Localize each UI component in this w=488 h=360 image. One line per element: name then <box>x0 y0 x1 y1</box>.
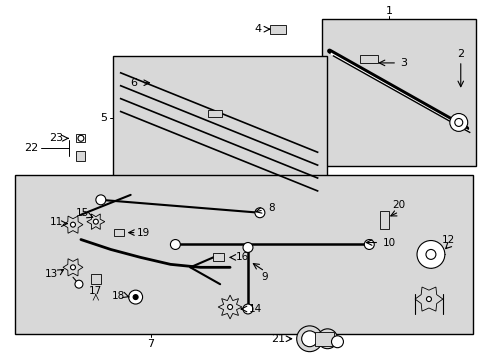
Text: 14: 14 <box>248 304 261 314</box>
Text: 4: 4 <box>254 24 261 34</box>
Bar <box>360 55 377 63</box>
Circle shape <box>426 297 430 302</box>
Text: 2: 2 <box>456 49 464 59</box>
Text: 10: 10 <box>382 238 395 248</box>
Circle shape <box>364 239 373 249</box>
Circle shape <box>254 208 264 218</box>
Bar <box>76 151 85 161</box>
Text: 9: 9 <box>261 272 267 282</box>
Bar <box>269 25 285 33</box>
Text: 20: 20 <box>392 200 405 210</box>
Circle shape <box>449 113 467 131</box>
Circle shape <box>133 294 138 300</box>
Circle shape <box>243 304 252 314</box>
Polygon shape <box>63 216 83 233</box>
Text: 21: 21 <box>270 334 285 344</box>
Bar <box>113 56 326 193</box>
Text: 1: 1 <box>385 6 392 16</box>
Circle shape <box>227 305 232 310</box>
Circle shape <box>425 249 435 260</box>
Circle shape <box>70 265 75 270</box>
Circle shape <box>243 243 252 252</box>
Polygon shape <box>218 295 242 319</box>
Text: 3: 3 <box>400 58 407 68</box>
Circle shape <box>301 331 317 347</box>
Text: 12: 12 <box>441 234 454 244</box>
Polygon shape <box>87 214 104 229</box>
Text: 17: 17 <box>89 286 102 296</box>
Bar <box>321 19 475 166</box>
Text: 5: 5 <box>100 113 107 123</box>
Bar <box>91 274 101 284</box>
Circle shape <box>75 280 83 288</box>
Bar <box>15 175 472 334</box>
Circle shape <box>331 336 343 348</box>
Circle shape <box>170 239 180 249</box>
Text: 8: 8 <box>268 203 275 213</box>
Circle shape <box>128 290 142 304</box>
Circle shape <box>70 222 75 227</box>
Circle shape <box>317 329 337 349</box>
Bar <box>379 211 388 229</box>
Circle shape <box>78 135 84 141</box>
Text: 19: 19 <box>137 228 150 238</box>
Text: 18: 18 <box>112 291 125 301</box>
Text: 7: 7 <box>147 339 154 349</box>
Circle shape <box>93 219 98 224</box>
Circle shape <box>296 326 322 352</box>
Bar <box>76 134 85 142</box>
Polygon shape <box>63 259 83 276</box>
Text: 6: 6 <box>130 78 137 88</box>
Bar <box>208 110 222 117</box>
Bar <box>212 253 223 261</box>
Polygon shape <box>414 287 442 311</box>
Bar <box>114 229 123 236</box>
Text: 22: 22 <box>24 143 38 153</box>
Circle shape <box>96 195 105 205</box>
Text: 15: 15 <box>76 208 89 218</box>
Text: 11: 11 <box>49 217 62 227</box>
Text: 16: 16 <box>235 252 248 262</box>
Text: 13: 13 <box>44 269 58 279</box>
Circle shape <box>454 118 462 126</box>
Text: 23: 23 <box>49 133 63 143</box>
Circle shape <box>416 240 444 268</box>
Bar <box>314 332 334 346</box>
